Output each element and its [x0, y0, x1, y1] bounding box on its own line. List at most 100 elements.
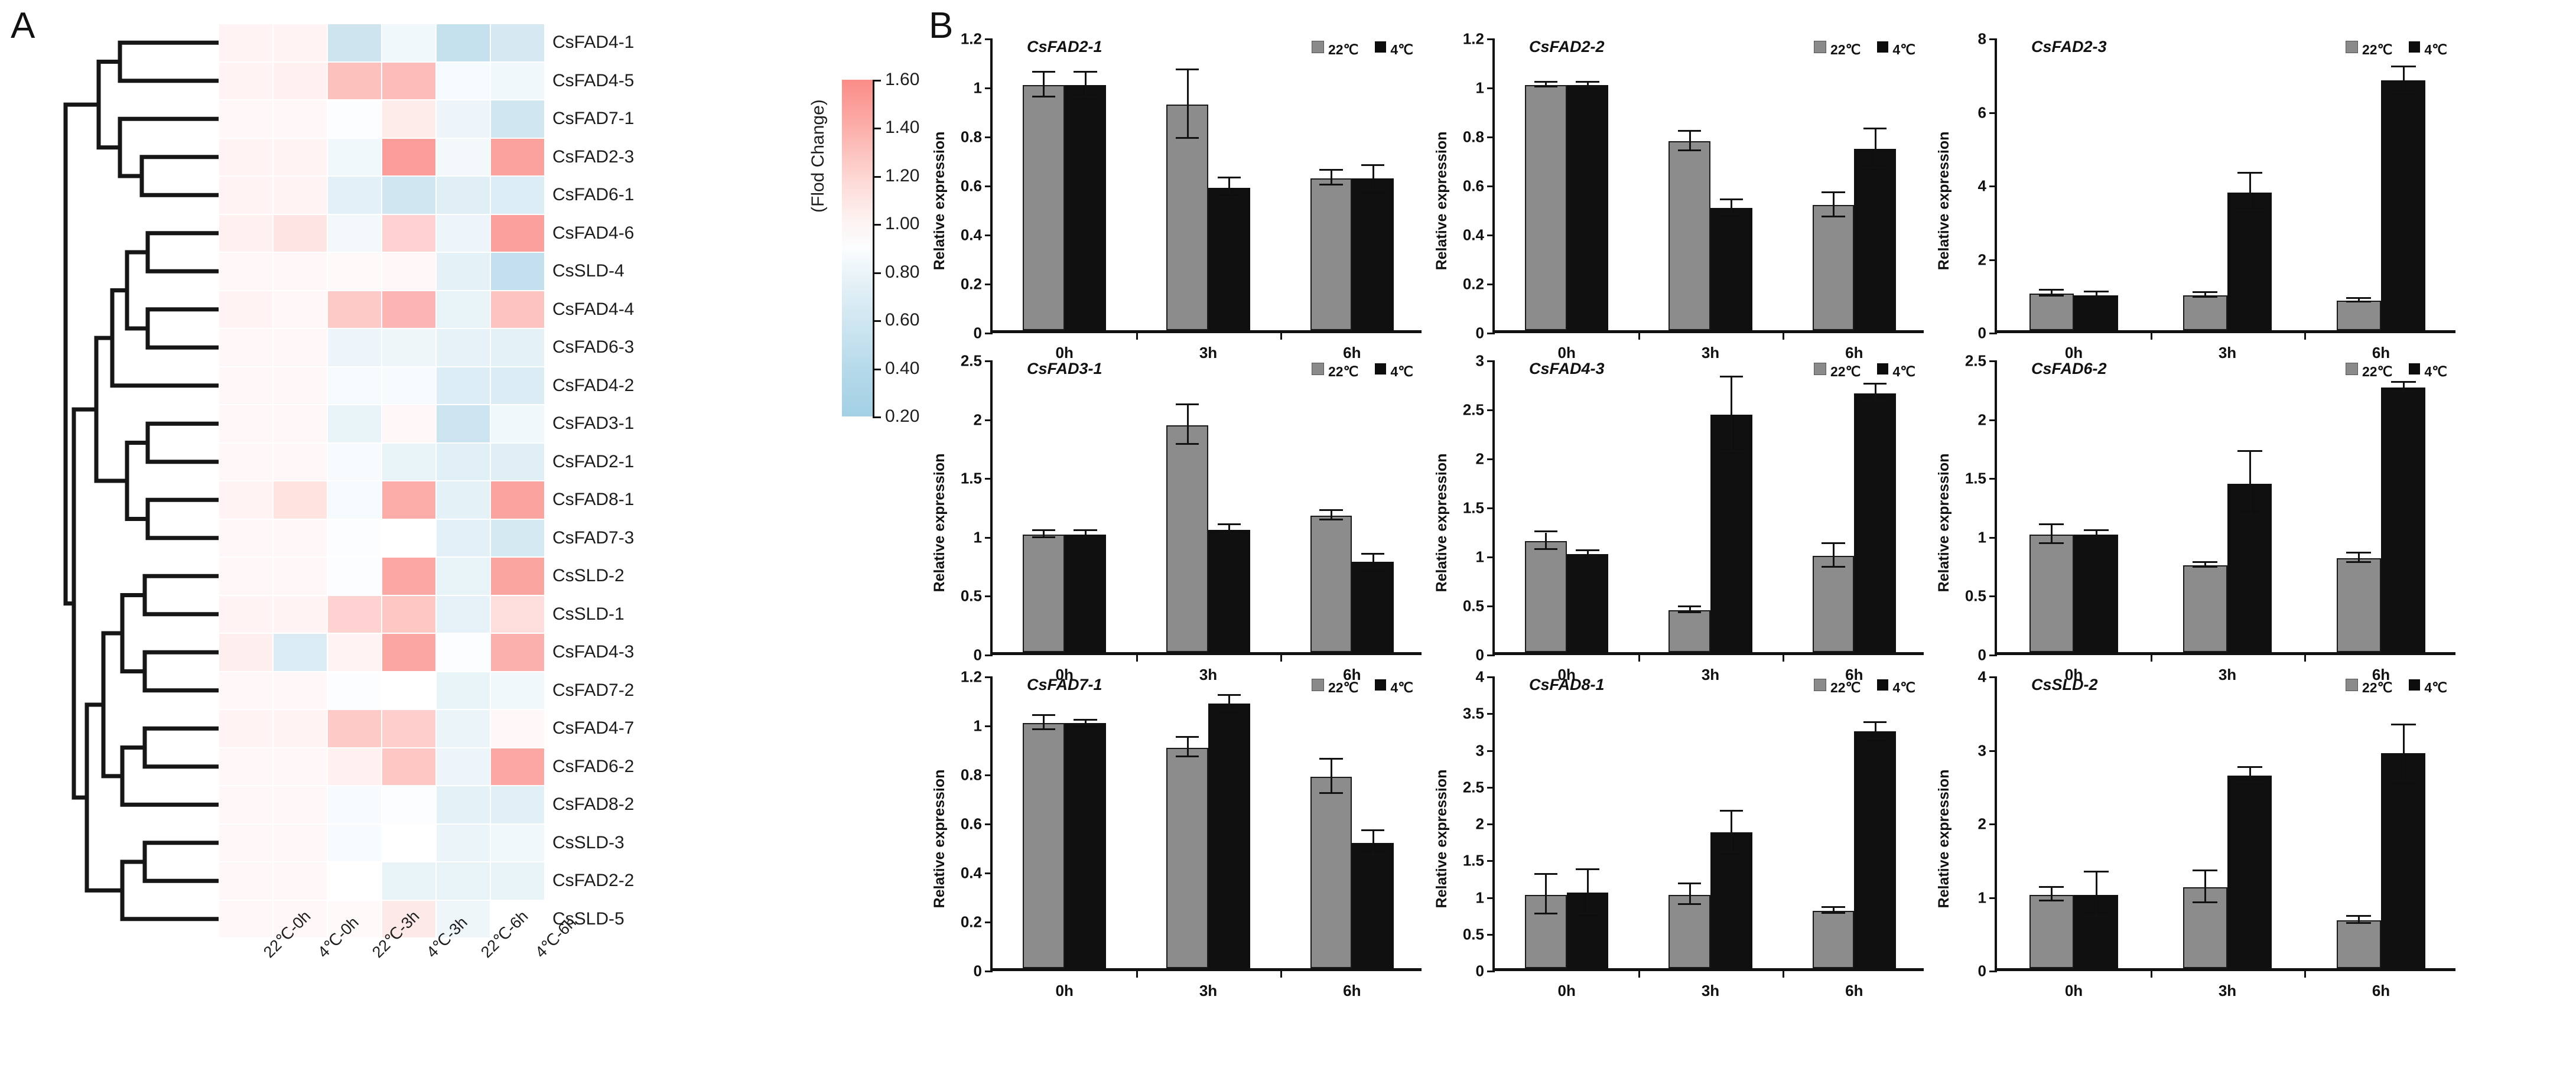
- error-bar: [2402, 67, 2405, 93]
- heatmap-cell: [382, 214, 436, 252]
- error-bar: [1228, 178, 1231, 198]
- x-axis-tick-label: 0h: [2064, 982, 2083, 999]
- bar-chart: Relative expression 0 2 4 6 8 CsFAD2-3 22℃ 4℃ 0h 3…: [1936, 30, 2458, 366]
- error-bar: [1084, 530, 1087, 538]
- heatmap-cell: [382, 290, 436, 328]
- legend-label-warm: 22℃: [1830, 42, 1861, 57]
- colorbar-tick-label: 1.00: [885, 214, 920, 234]
- error-bar-cap: [1032, 714, 1056, 716]
- heatmap-cell: [219, 176, 273, 214]
- colorbar-legend: 1.60 1.40 1.20 1.00 0.80 0.60 0.40 0.20 (Flod C…: [739, 70, 920, 659]
- x-axis-tick: [1638, 971, 1641, 978]
- error-bar-cap: [1361, 566, 1385, 569]
- error-bar: [2051, 525, 2053, 544]
- error-bar-cap: [1677, 149, 1702, 152]
- bar-cold: [1352, 843, 1394, 968]
- y-axis-tick-label: 0.2: [1462, 275, 1484, 293]
- y-axis-tick-label: 0.5: [1462, 597, 1484, 615]
- x-axis-tick: [1136, 333, 1139, 340]
- error-bar: [1043, 73, 1045, 97]
- x-axis-tick-label: 3h: [2218, 344, 2237, 362]
- colorbar-tick-label: 0.20: [885, 406, 920, 426]
- error-bar-cap: [2083, 296, 2109, 298]
- y-axis-tick-label: 0.4: [960, 226, 982, 244]
- y-axis-tick: [1989, 971, 1997, 972]
- error-bar: [2204, 562, 2207, 568]
- chart-legend: 22℃ 4℃: [1311, 361, 1413, 379]
- colorbar-gradient: [842, 80, 873, 416]
- error-bar: [1186, 405, 1189, 445]
- heatmap-cell: [219, 900, 273, 938]
- x-axis-tick-label: 0h: [1055, 982, 1074, 999]
- y-axis-tick: [1487, 860, 1495, 862]
- error-bar-cap: [2193, 295, 2218, 298]
- error-bar-cap: [1719, 198, 1744, 201]
- heatmap-cell: [273, 519, 327, 557]
- x-axis-tick-label: 0h: [2064, 666, 2083, 683]
- error-bar-cap: [1032, 529, 1056, 531]
- y-axis-tick-label: 1: [1475, 888, 1484, 906]
- error-bar: [2095, 530, 2097, 538]
- bar-warm: [1023, 723, 1065, 968]
- error-bar-cap: [2039, 523, 2064, 525]
- x-axis-tick: [1136, 655, 1139, 662]
- heatmap-cell: [436, 633, 490, 672]
- bar-warm: [2029, 534, 2074, 652]
- error-bar: [1372, 165, 1374, 191]
- legend-swatch-cold-icon: [1375, 679, 1387, 691]
- heatmap-cell: [490, 519, 545, 557]
- legend-swatch-cold-icon: [1375, 363, 1387, 375]
- legend-swatch-cold-icon: [2409, 679, 2421, 691]
- heatmap-row-label: CsFAD6-2: [552, 756, 635, 776]
- y-axis-tick-label: 1.5: [960, 469, 982, 487]
- y-axis-tick: [1487, 38, 1495, 40]
- heatmap-row-label: CsFAD4-6: [552, 223, 635, 243]
- plot-area: 0 0.5 1 1.5 2 2.5 CsFAD6-2 22℃ 4℃ 0h 3h 6h: [1965, 352, 2455, 683]
- heatmap-cell: [219, 214, 273, 252]
- x-axis-tick-label: 3h: [1701, 344, 1720, 362]
- error-bar-cap: [2193, 869, 2218, 871]
- y-axis-tick-label: 2: [1475, 450, 1484, 468]
- y-axis-tick: [1487, 556, 1495, 558]
- bar-warm: [1668, 894, 1710, 968]
- heatmap-cell: [327, 405, 382, 443]
- x-axis-tick-label: 0h: [1055, 344, 1074, 362]
- colorbar-tick: [873, 224, 881, 226]
- error-bar: [1833, 544, 1835, 568]
- heatmap-cell: [436, 405, 490, 443]
- chart-title: CsFAD8-1: [1529, 676, 1605, 693]
- heatmap-cell: [382, 405, 436, 443]
- legend-swatch-warm-icon: [1813, 41, 1826, 53]
- error-bar-cap: [2193, 901, 2218, 904]
- heatmap-row-label: CsFAD2-1: [552, 451, 635, 471]
- y-axis-tick-label: 0.4: [960, 864, 982, 882]
- y-axis-tick-label: 0.8: [960, 766, 982, 784]
- x-axis-tick-label: 3h: [1701, 982, 1720, 999]
- error-bar-cap: [2346, 914, 2372, 917]
- error-bar: [1372, 831, 1374, 856]
- bar-cold: [2227, 775, 2272, 968]
- error-bar: [1586, 551, 1589, 557]
- y-axis-tick: [985, 676, 993, 678]
- error-bar-cap: [1175, 69, 1199, 71]
- y-axis-tick: [1487, 676, 1495, 678]
- error-bar-cap: [1361, 164, 1385, 166]
- error-bar-cap: [2083, 536, 2109, 538]
- heatmap-cell: [382, 862, 436, 900]
- error-bar-cap: [1822, 906, 1845, 908]
- error-bar-cap: [2346, 561, 2372, 563]
- y-axis-tick: [1487, 136, 1495, 138]
- x-axis-tick-label: 3h: [1199, 982, 1218, 999]
- error-bar-cap: [2346, 551, 2372, 553]
- heatmap-cell: [219, 786, 273, 824]
- error-bar-cap: [1719, 213, 1744, 215]
- heatmap-cell: [436, 900, 490, 938]
- error-bar: [1331, 171, 1333, 186]
- legend-label-cold: 4℃: [1390, 680, 1413, 695]
- y-axis-tick: [1487, 235, 1495, 236]
- error-bar-cap: [1576, 868, 1599, 871]
- error-bar-cap: [1677, 903, 1702, 905]
- error-bar-cap: [1863, 382, 1887, 385]
- heatmap-cell: [273, 481, 327, 519]
- heatmap-cell: [490, 595, 545, 633]
